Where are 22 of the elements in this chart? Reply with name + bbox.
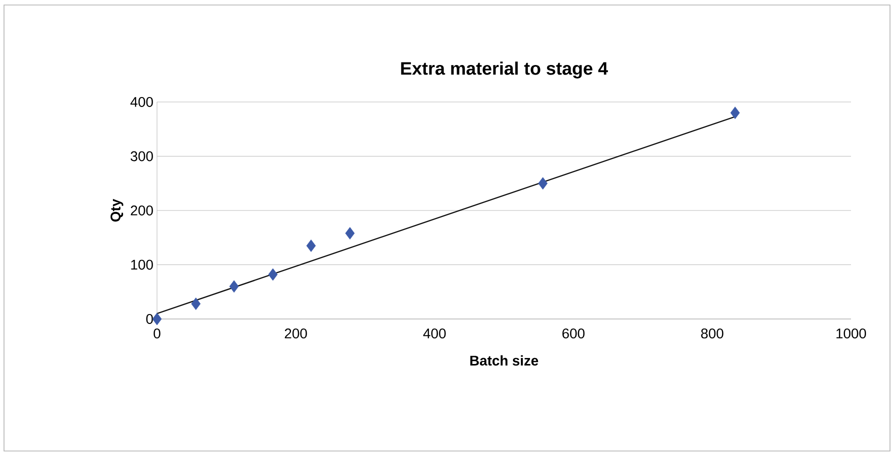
point	[191, 298, 201, 310]
y-tick-label: 400	[130, 97, 153, 107]
point	[730, 106, 740, 120]
point	[345, 227, 355, 240]
x-tick-label: 800	[701, 328, 724, 338]
x-tick-label: 400	[423, 328, 446, 338]
y-tick-label: 300	[130, 151, 153, 162]
x-tick-label: 600	[562, 328, 585, 338]
chart-title: Extra material to stage 4	[401, 62, 608, 78]
y-tick-label: 200	[130, 206, 153, 216]
x-tick-label: 0	[154, 328, 160, 338]
point	[538, 177, 548, 190]
y-tick-label: 100	[131, 260, 153, 270]
point	[306, 240, 316, 252]
x-tick-label: 200	[284, 328, 307, 338]
y-tick-label: 0	[146, 314, 153, 324]
point	[229, 280, 239, 293]
x-axis-title: Batch size	[470, 355, 538, 366]
point	[268, 268, 278, 281]
x-tick-label: 1000	[836, 328, 866, 338]
y-axis-title: Qty	[110, 198, 124, 222]
point	[152, 312, 162, 326]
